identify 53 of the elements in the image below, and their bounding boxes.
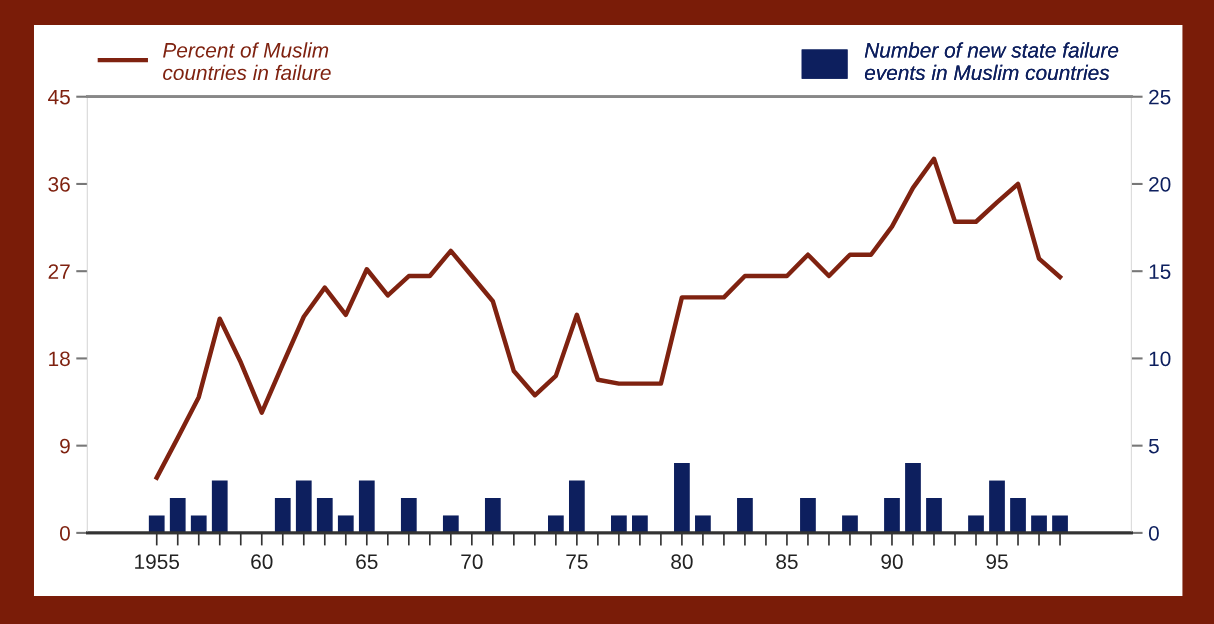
bar — [884, 498, 900, 533]
bar — [1052, 515, 1068, 533]
bar — [1010, 498, 1026, 533]
bar — [442, 515, 459, 533]
x-tick-label: 90 — [881, 554, 903, 570]
bar — [148, 515, 165, 533]
bar — [968, 515, 984, 533]
bar — [295, 480, 312, 533]
bar — [695, 515, 711, 533]
bar — [358, 480, 375, 533]
bar — [674, 463, 690, 533]
y-tick-label: 27 — [48, 264, 70, 279]
y2-tick-label: 10 — [1149, 351, 1171, 367]
bar — [400, 498, 417, 533]
y2-tick-label: 25 — [1149, 89, 1171, 105]
y2-tick-label: 15 — [1149, 264, 1171, 279]
bar — [905, 463, 921, 533]
bar — [568, 480, 585, 533]
legend-label: Number of new state failure events in Muslim countries — [864, 42, 1119, 81]
bar — [926, 498, 942, 533]
bar — [611, 515, 627, 533]
y2-tick-label: 5 — [1148, 438, 1159, 454]
bar — [169, 498, 186, 533]
bar — [274, 498, 291, 533]
bar — [1031, 515, 1047, 533]
x-tick-label: 75 — [566, 554, 588, 570]
bar — [989, 480, 1005, 533]
y-tick-label: 18 — [49, 351, 70, 367]
bar — [337, 515, 354, 533]
x-tick-label: 70 — [461, 554, 483, 570]
bar — [211, 480, 228, 533]
x-tick-label: 80 — [671, 554, 693, 570]
x-tick-label: 85 — [776, 554, 798, 570]
bar — [190, 515, 207, 533]
bar — [484, 498, 501, 533]
y-tick-label: 45 — [48, 89, 70, 105]
y2-tick-label: 0 — [1148, 525, 1159, 541]
bar — [632, 515, 648, 533]
x-tick-label: 95 — [986, 554, 1008, 570]
bar — [316, 498, 333, 533]
y2-tick-label: 20 — [1149, 176, 1171, 192]
legend-label: Percent of Muslim countries in failure — [163, 42, 331, 81]
bar — [800, 498, 816, 533]
bar — [842, 515, 858, 533]
line-series — [154, 156, 1063, 480]
x-tick-label: 1955 — [135, 554, 180, 570]
y-tick-label: 36 — [48, 176, 70, 192]
bar — [737, 498, 753, 533]
x-tick-label: 65 — [356, 554, 378, 570]
x-tick-label: 60 — [251, 554, 273, 570]
y-tick-label: 9 — [60, 438, 70, 454]
bar — [547, 515, 564, 533]
y-tick-label: 0 — [59, 525, 70, 541]
